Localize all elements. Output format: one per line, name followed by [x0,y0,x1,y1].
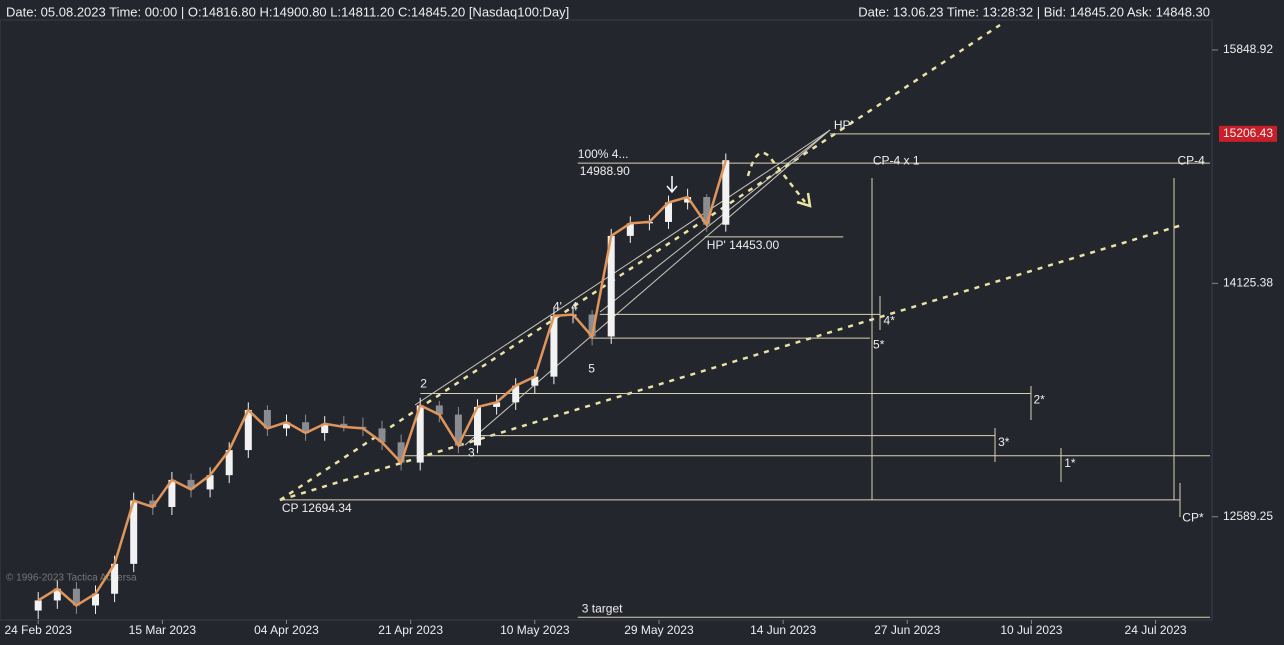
candle-body [92,593,100,606]
candle-body [722,160,730,225]
annotation: CP-4 [1178,154,1206,168]
trend-line [464,129,831,446]
candle-body [703,197,711,225]
candles [34,153,730,619]
candle-body [34,600,42,611]
candle-body [168,479,176,507]
candle-body [187,479,195,490]
x-tick-label: 24 Feb 2023 [5,623,73,637]
candle-body [111,563,119,594]
x-tick-label: 10 May 2023 [500,623,570,637]
trend-line [279,23,1001,502]
annotation: 3 [468,445,475,459]
x-tick-label: 24 Jul 2023 [1125,623,1187,637]
annotation: 4 [571,299,578,313]
candle-body [512,385,520,403]
candle-body [225,450,233,476]
candle-body [283,422,291,429]
candle-body [416,405,424,463]
level-label: CP 12694.34 [282,501,352,515]
x-tick-label: 10 Jul 2023 [1000,623,1062,637]
annotation: 5 [588,361,595,375]
x-tick-label: 04 Apr 2023 [254,623,319,637]
annotation: 4' [553,299,562,313]
plot-frame [0,19,1213,621]
level-label: 2* [1033,393,1045,407]
candle-body [588,314,596,337]
level-label: 5* [873,337,885,351]
candle-body [550,315,558,377]
candle-body [206,475,214,490]
current-price-label: 15206.43 [1223,126,1273,140]
candle-body [454,414,462,446]
candle-body [378,428,386,443]
x-tick-label: 14 Jun 2023 [750,623,816,637]
candle-body [263,409,271,429]
close-line [37,159,728,608]
candle-body [665,202,673,222]
candle-body [72,588,80,606]
arrow-head [796,192,812,208]
down-arrow [666,176,678,194]
y-tick-label: 14125.38 [1223,276,1273,290]
candle-body [302,422,310,434]
header-right: Date: 13.06.23 Time: 13:28:32 | Bid: 148… [858,4,1210,19]
candle-body [321,423,329,434]
header-left: Date: 05.08.2023 Time: 00:00 | O:14816.8… [6,4,569,19]
level-label: 3* [998,435,1010,449]
annotation: 100% 4... [578,147,629,161]
candle-body [149,500,157,507]
candle-body [53,588,61,601]
x-tick-label: 21 Apr 2023 [378,623,443,637]
candle-body [684,197,692,203]
level-label: 14988.90 [580,164,630,178]
y-tick-label: 15848.92 [1223,42,1273,56]
copyright: © 1996-2023 Tactica Adversa [6,573,137,584]
level-label: HP' [834,118,853,132]
candle-body [435,405,443,415]
level-label: 4* [884,314,896,328]
candle-body [607,235,615,337]
x-tick-label: 27 Jun 2023 [874,623,940,637]
level-label: HP' 14453.00 [707,238,780,252]
candle-body [531,376,539,386]
annotation: CP* [1182,510,1204,524]
level-label: 1* [1064,456,1076,470]
candle-body [244,409,252,451]
annotation: CP-4 x 1 [873,154,920,168]
candle-body [397,442,405,463]
level-label: 3 target [582,601,623,615]
annotation: 2 [420,376,427,390]
candle-body [474,406,482,446]
x-tick-label: 29 May 2023 [624,623,694,637]
projection-arrow [746,151,806,203]
y-tick-label: 12589.25 [1223,509,1273,523]
trend-line [599,129,831,313]
current-price-box [1219,125,1277,142]
candle-body [340,423,348,427]
candle-body [493,402,501,407]
candle-body [130,500,138,564]
x-tick-label: 15 Mar 2023 [129,623,197,637]
trend-line [414,129,831,406]
trend-lines [279,23,1183,517]
trend-line [279,223,1183,502]
candle-body [626,223,634,236]
